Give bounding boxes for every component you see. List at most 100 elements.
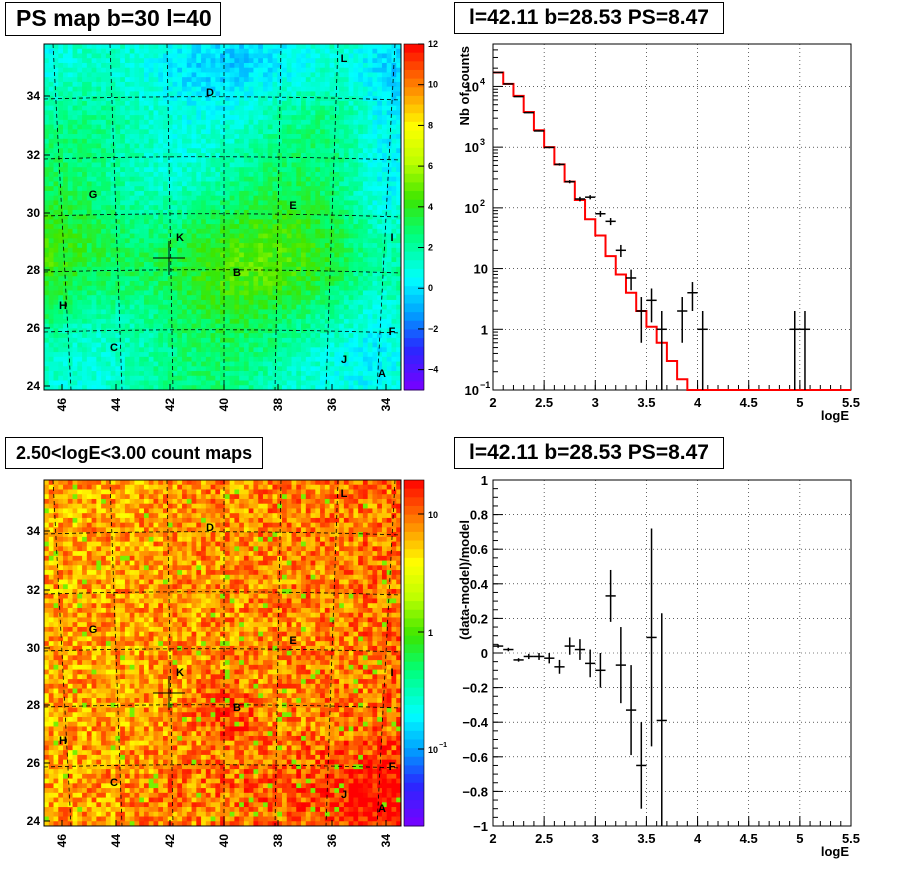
heatmap-cell xyxy=(334,86,340,92)
heatmap-cell xyxy=(96,333,102,339)
heatmap-cell xyxy=(86,252,92,258)
heatmap-cell xyxy=(82,214,88,220)
heatmap-cell xyxy=(267,337,273,343)
heatmap-cell xyxy=(44,138,50,144)
heatmap-cell xyxy=(77,243,83,249)
heatmap-cell xyxy=(348,238,354,244)
heatmap-cell xyxy=(362,176,369,182)
heatmap-cell xyxy=(48,371,54,377)
heatmap-cell xyxy=(258,72,264,78)
heatmap-cell xyxy=(67,238,73,244)
heatmap-cell xyxy=(143,295,150,301)
heatmap-cell xyxy=(248,309,254,315)
heatmap-cell xyxy=(196,143,202,149)
heatmap-cell xyxy=(58,110,64,116)
heatmap-cell xyxy=(139,290,145,296)
heatmap-cell xyxy=(262,276,269,282)
heatmap-cell xyxy=(134,153,140,159)
heatmap-cell xyxy=(305,205,311,211)
heatmap-cell xyxy=(53,153,59,159)
heatmap-cell xyxy=(167,77,173,83)
heatmap-cell xyxy=(253,119,259,125)
heatmap-cell xyxy=(315,181,321,187)
heatmap-cell xyxy=(48,328,54,334)
heatmap-cell xyxy=(224,385,231,391)
heatmap-cell xyxy=(353,190,359,197)
heatmap-cell xyxy=(110,385,116,391)
heatmap-cell xyxy=(358,352,364,358)
heatmap-cell xyxy=(315,62,321,69)
heatmap-cell xyxy=(82,58,88,64)
heatmap-cell xyxy=(105,342,112,348)
heatmap-cell xyxy=(353,157,359,163)
heatmap-cell xyxy=(339,304,345,310)
heatmap-cell xyxy=(296,333,302,339)
heatmap-cell xyxy=(291,205,297,211)
heatmap-cell xyxy=(305,91,311,97)
heatmap-cell xyxy=(91,323,97,329)
heatmap-cell xyxy=(58,328,64,334)
heatmap-cell xyxy=(120,100,126,107)
heatmap-cell xyxy=(134,171,140,178)
heatmap-cell xyxy=(282,257,288,263)
heatmap-cell xyxy=(229,323,235,329)
heatmap-cell xyxy=(310,58,316,64)
heatmap-cell xyxy=(91,361,97,367)
heatmap-cell xyxy=(277,96,283,102)
heatmap-cell xyxy=(139,157,145,163)
heatmap-cell xyxy=(129,115,135,121)
heatmap-cell xyxy=(258,186,264,192)
heatmap-cell xyxy=(291,366,297,372)
heatmap-cell xyxy=(229,228,235,234)
heatmap-cell xyxy=(210,276,216,282)
heatmap-cell xyxy=(234,375,240,381)
heatmap-cell xyxy=(167,119,173,125)
heatmap-cell xyxy=(186,285,192,291)
heatmap-cell xyxy=(48,86,54,92)
heatmap-cell xyxy=(134,347,140,353)
heatmap-cell xyxy=(172,290,178,296)
heatmap-cell xyxy=(362,190,369,197)
heatmap-cell xyxy=(77,157,83,163)
heatmap-cell xyxy=(324,91,330,97)
heatmap-cell xyxy=(44,224,50,230)
heatmap-cell xyxy=(329,96,335,102)
heatmap-cell xyxy=(282,380,288,386)
heatmap-cell xyxy=(243,219,250,225)
heatmap-cell xyxy=(143,328,150,334)
heatmap-cell xyxy=(215,247,221,253)
heatmap-cell xyxy=(267,53,273,59)
heatmap-cell xyxy=(224,105,231,111)
heatmap-cell xyxy=(310,62,316,69)
heatmap-cell xyxy=(201,115,207,121)
heatmap-cell xyxy=(67,153,73,159)
heatmap-cell xyxy=(139,385,145,391)
heatmap-cell xyxy=(210,347,216,353)
heatmap-cell xyxy=(163,53,169,59)
heatmap-cell xyxy=(324,309,330,315)
heatmap-cell xyxy=(343,186,350,192)
heatmap-cell xyxy=(320,385,326,391)
heatmap-cell xyxy=(362,119,369,125)
heatmap-cell xyxy=(134,167,140,173)
heatmap-cell xyxy=(362,167,369,173)
heatmap-cell xyxy=(72,375,78,381)
heatmap-cell xyxy=(134,233,140,239)
heatmap-cell xyxy=(353,356,359,362)
heatmap-cell xyxy=(143,262,150,268)
heatmap-cell xyxy=(63,247,69,253)
heatmap-cell xyxy=(191,58,197,64)
heatmap-cell xyxy=(358,171,364,178)
heatmap-cell xyxy=(158,280,164,287)
heatmap-cell xyxy=(358,219,364,225)
heatmap-cell xyxy=(315,337,321,343)
heatmap-cell xyxy=(58,352,64,358)
heatmap-cell xyxy=(343,157,350,163)
heatmap-cell xyxy=(172,309,178,315)
heatmap-cell xyxy=(53,167,59,173)
heatmap-cell xyxy=(262,86,269,92)
heatmap-cell xyxy=(67,352,73,358)
heatmap-cell xyxy=(134,304,140,310)
heatmap-cell xyxy=(334,81,340,88)
heatmap-cell xyxy=(291,143,297,149)
